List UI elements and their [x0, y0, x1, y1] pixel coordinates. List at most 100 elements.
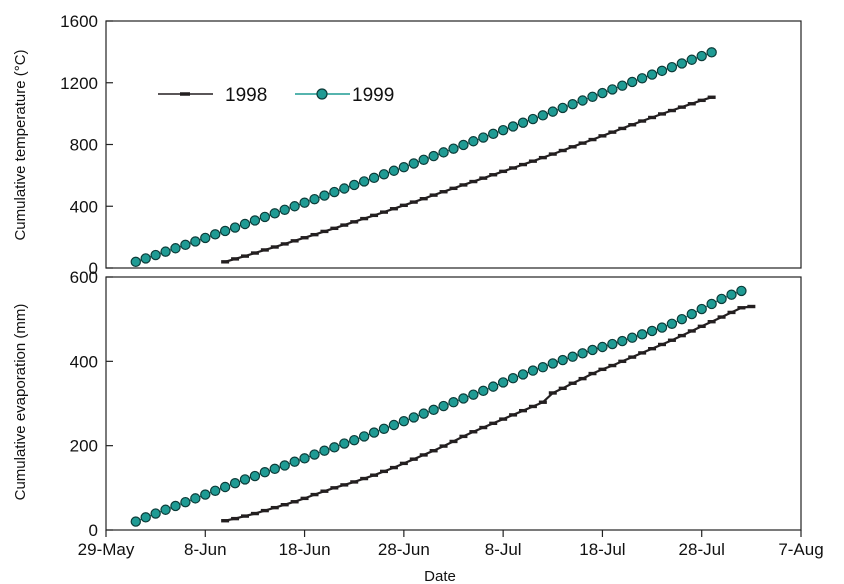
evaporation-plot-frame	[105, 276, 802, 531]
temperature-series-1999-point	[388, 165, 400, 176]
evaporation-series	[130, 285, 756, 527]
temperature-series-1999-point	[398, 161, 410, 173]
evaporation-series-1999-point	[190, 493, 201, 504]
evaporation-series-1999-point	[597, 341, 608, 353]
evaporation-series-1999-point	[736, 285, 747, 297]
x-tick-label: 18-Jun	[279, 540, 331, 559]
temperature-series-1999-point	[279, 204, 290, 216]
temperature-series-1999-point	[299, 197, 310, 208]
evaporation-series-1999-point	[656, 322, 668, 333]
temperature-series-1999-point	[378, 169, 390, 180]
evaporation-series-1999-point	[567, 351, 578, 362]
x-tick-label: 29-May	[78, 540, 135, 559]
evaporation-series-1999-point	[497, 377, 509, 388]
temperature-series-1999-point	[507, 121, 519, 132]
temperature-series-1999-point	[210, 229, 221, 240]
temperature-series-1999-point	[478, 132, 489, 143]
evaporation-series-1999-point	[547, 358, 558, 369]
evaporation-series-1999-point	[666, 318, 678, 330]
temperature-series-1999-point	[488, 128, 499, 140]
temperature-series-1999-point	[140, 253, 151, 264]
temperature-series-1999-point	[468, 136, 479, 147]
x-tick-label: 8-Jul	[485, 540, 522, 559]
evaporation-series-1999-point	[607, 338, 618, 350]
temperature-series-1999-point	[190, 236, 201, 247]
temperature-series-1999-point	[587, 91, 598, 102]
evaporation-series-1999-point	[617, 335, 628, 347]
evaporation-series-1999-point	[716, 293, 727, 305]
evaporation-series-1999-point	[468, 389, 479, 400]
x-tick-label: 18-Jul	[579, 540, 625, 559]
temperature-series-1999-point	[448, 143, 459, 154]
evaporation-series-1999-point	[428, 404, 439, 416]
temperature-series-1999-point	[646, 69, 658, 80]
temperature-series-1999-point	[636, 73, 648, 84]
temperature-series-1999-point	[547, 106, 558, 117]
temperature-series-1999-point	[408, 158, 419, 169]
evaporation-series-1999-point	[329, 442, 340, 453]
temperature-series-1999-point	[160, 246, 171, 257]
evaporation-series-1999-point	[259, 467, 271, 478]
temperature-series-1999-point	[438, 147, 449, 158]
evaporation-series-1999-point	[438, 400, 449, 412]
evaporation-y-tick-label: 0	[89, 521, 98, 540]
evaporation-series-1999-point	[358, 431, 370, 442]
temperature-series-1999-point	[497, 124, 509, 136]
evaporation-series-1999-point	[488, 381, 499, 392]
date-x-ticks: 29-May 8-Jun 18-Jun 28-Jun 8-Jul 18-Jul 28-Jul…	[78, 530, 824, 559]
temperature-series-1999-point	[269, 208, 280, 219]
temperature-series-1999-point	[577, 95, 588, 106]
temperature-series-1999-point	[537, 110, 549, 121]
evaporation-y-axis-title: Cumulative evaporation (mm)	[12, 304, 29, 501]
evaporation-series-1999-point	[229, 477, 241, 489]
evaporation-series-1999-point	[239, 474, 251, 485]
temperature-series-1999-point	[349, 179, 360, 191]
temperature-series-1999-point	[219, 225, 231, 237]
evaporation-series-1999-point	[557, 354, 568, 366]
legend-1999-label: 1999	[352, 85, 394, 106]
temperature-series-1999-point	[557, 102, 568, 114]
temperature-series-1999-point	[686, 54, 697, 65]
temperature-series-1999-point	[617, 80, 628, 91]
temperature-series-1999-point	[358, 176, 370, 187]
temperature-series-1999-point	[656, 65, 668, 77]
evaporation-series-1999-point	[170, 500, 181, 512]
legend: 1998 1999	[158, 85, 394, 106]
evaporation-series-1999-point	[180, 496, 191, 508]
temperature-series-1999-point	[607, 84, 618, 95]
temperature-series-1999-point	[319, 190, 330, 201]
evaporation-series-1999-point	[587, 344, 598, 356]
evaporation-series-1999-point	[398, 416, 410, 427]
evaporation-series-1999-point	[309, 449, 320, 460]
evaporation-series-1999-point	[686, 308, 697, 320]
temperature-series-1999-point	[458, 139, 469, 151]
temperature-series-1999-point	[517, 117, 529, 128]
evaporation-series-1999-point	[408, 412, 419, 423]
evaporation-series-1999-point	[537, 362, 549, 373]
evaporation-y-tick-label: 600	[70, 268, 98, 287]
temperature-series-1999-point	[229, 222, 241, 233]
temperature-y-tick-label: 1200	[60, 74, 98, 93]
evaporation-series-1999-point	[507, 373, 519, 384]
temperature-series-1999-point	[418, 154, 429, 165]
temperature-panel: 0 400 800 1200 1600 Cumulative temperature (…	[12, 12, 802, 278]
evaporation-series-1999-point	[368, 427, 380, 438]
temperature-series-1999-point	[329, 186, 340, 198]
temperature-series-1999-point	[527, 113, 539, 125]
evaporation-series-1999-point	[706, 298, 717, 310]
temperature-series-1999-point	[666, 61, 678, 73]
temperature-series-1999-point	[180, 239, 191, 251]
evaporation-series-1999-point	[299, 453, 310, 464]
evaporation-series-1999-point	[577, 348, 588, 359]
temperature-y-ticks: 0 400 800 1200 1600	[60, 12, 113, 278]
evaporation-y-ticks: 0 200 400 600	[70, 268, 113, 540]
temperature-series-1999-point	[567, 99, 578, 110]
temperature-y-tick-label: 800	[70, 136, 98, 155]
temperature-series-1999-point	[696, 50, 707, 62]
evaporation-series-1999-point	[478, 385, 489, 397]
evaporation-series-1999-point	[448, 397, 459, 408]
evaporation-series-1999-point	[458, 393, 469, 404]
temperature-y-tick-label: 400	[70, 197, 98, 216]
evaporation-series-1999-point	[210, 485, 221, 496]
